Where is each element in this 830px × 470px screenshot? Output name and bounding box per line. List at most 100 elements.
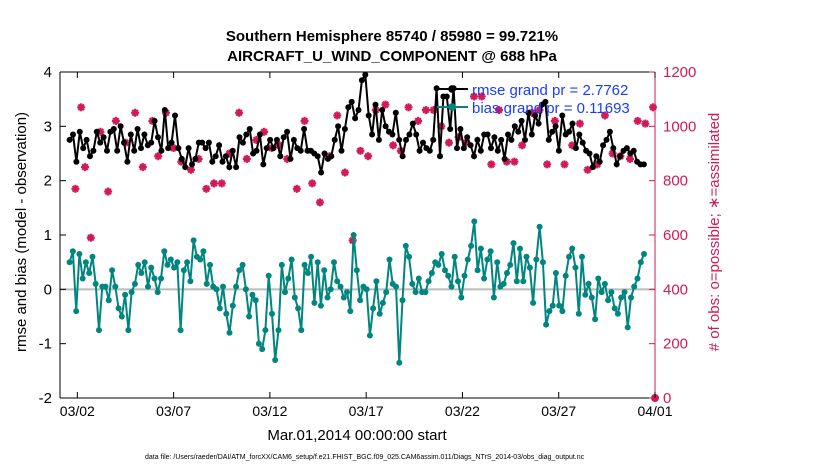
rmse-point bbox=[522, 136, 528, 143]
bias-point bbox=[559, 308, 566, 315]
rmse-point bbox=[104, 147, 110, 154]
bias-point bbox=[598, 289, 605, 296]
bias-point bbox=[487, 248, 494, 255]
bias-point bbox=[428, 270, 435, 276]
rmse-point bbox=[579, 139, 586, 146]
x-tick-label: 03/07 bbox=[156, 403, 191, 419]
rmse-point bbox=[253, 147, 260, 154]
right-tick-label: 400 bbox=[663, 281, 688, 298]
bias-point bbox=[520, 278, 527, 285]
bias-point bbox=[190, 237, 197, 244]
obs-point-stroke bbox=[470, 92, 478, 101]
bias-point bbox=[510, 240, 517, 247]
x-tick-label: 03/02 bbox=[60, 403, 95, 419]
rmse-point bbox=[178, 155, 185, 162]
obs-point bbox=[649, 103, 658, 112]
rmse-point bbox=[318, 169, 325, 176]
obs-point bbox=[543, 160, 552, 169]
obs-point bbox=[389, 141, 398, 150]
rmse-point bbox=[80, 145, 87, 152]
rmse-point bbox=[70, 131, 76, 138]
bias-point bbox=[122, 291, 129, 298]
bias-point bbox=[422, 289, 429, 296]
bias-point bbox=[161, 248, 168, 255]
x-ticks: 03/02 03/07 03/12 03/17 03/22 03/27 04/01 bbox=[60, 72, 673, 419]
rmse-point bbox=[219, 158, 226, 165]
rmse-point bbox=[549, 128, 556, 135]
bias-point bbox=[641, 251, 647, 257]
bias-point bbox=[138, 270, 145, 276]
bias-point bbox=[109, 267, 116, 274]
bias-point bbox=[128, 289, 135, 296]
obs-point bbox=[469, 92, 478, 101]
obs-point bbox=[71, 184, 80, 193]
bias-point bbox=[458, 294, 465, 301]
rmse-point bbox=[406, 131, 413, 138]
rmse-point bbox=[141, 131, 148, 138]
rmse-point bbox=[623, 145, 630, 152]
bias-point bbox=[621, 289, 628, 296]
bias-point bbox=[556, 302, 563, 309]
rmse-point bbox=[97, 139, 104, 146]
bias-point bbox=[409, 280, 416, 287]
bias-point bbox=[412, 289, 419, 296]
bias-point bbox=[207, 261, 213, 268]
rmse-point bbox=[287, 155, 294, 162]
obs-point-stroke bbox=[333, 111, 341, 120]
rmse-point bbox=[528, 131, 535, 138]
rmse-point bbox=[484, 131, 491, 138]
rmse-point bbox=[155, 134, 161, 141]
obs-point bbox=[633, 116, 642, 125]
bias-point bbox=[187, 278, 194, 285]
obs-point-stroke bbox=[202, 185, 210, 193]
obs-point bbox=[242, 154, 251, 163]
rmse-point bbox=[617, 153, 624, 160]
obs-point bbox=[86, 233, 95, 242]
rmse-point bbox=[464, 134, 471, 141]
rmse-point bbox=[389, 131, 396, 138]
obs-point bbox=[477, 92, 486, 101]
obs-point-stroke bbox=[104, 187, 112, 196]
bias-point bbox=[272, 357, 279, 363]
rmse-point bbox=[443, 93, 450, 100]
obs-point bbox=[518, 141, 527, 150]
rmse-point bbox=[243, 131, 250, 138]
bias-point bbox=[500, 280, 507, 287]
bias-point bbox=[79, 275, 86, 282]
obs-point bbox=[154, 152, 163, 161]
rmse-point bbox=[138, 145, 144, 152]
x-tick-label: 03/22 bbox=[445, 403, 480, 419]
bias-point bbox=[327, 286, 334, 293]
bias-point bbox=[631, 283, 638, 290]
bias-point bbox=[549, 302, 556, 309]
obs-point-stroke bbox=[341, 168, 349, 177]
rmse-point bbox=[185, 145, 192, 152]
rmse-point bbox=[392, 109, 399, 116]
obs-point-stroke bbox=[170, 144, 178, 152]
rmse-point bbox=[399, 153, 406, 160]
bias-point bbox=[435, 261, 442, 268]
rmse-point bbox=[280, 134, 287, 141]
rmse-point bbox=[409, 120, 416, 127]
rmse-point bbox=[369, 131, 376, 138]
obs-point-stroke bbox=[389, 141, 397, 149]
obs-point-stroke bbox=[210, 179, 218, 187]
x-tick-label: 03/12 bbox=[252, 403, 287, 419]
bias-point bbox=[154, 289, 161, 296]
bias-point bbox=[624, 324, 631, 331]
left-tick-label: 3 bbox=[44, 118, 52, 135]
obs-point-stroke bbox=[641, 120, 649, 128]
obs-point bbox=[235, 108, 244, 117]
bias-point bbox=[200, 248, 207, 255]
obs-point-stroke bbox=[300, 117, 309, 125]
rmse-point bbox=[403, 136, 409, 143]
obs-point-stroke bbox=[495, 106, 503, 114]
bias-point bbox=[321, 267, 328, 274]
obs-point bbox=[77, 103, 86, 112]
bias-point bbox=[585, 280, 592, 287]
bias-point bbox=[572, 264, 579, 271]
rmse-point bbox=[328, 153, 335, 160]
rmse-point bbox=[382, 123, 389, 130]
obs-point-stroke bbox=[87, 234, 95, 242]
bias-point bbox=[552, 270, 559, 276]
